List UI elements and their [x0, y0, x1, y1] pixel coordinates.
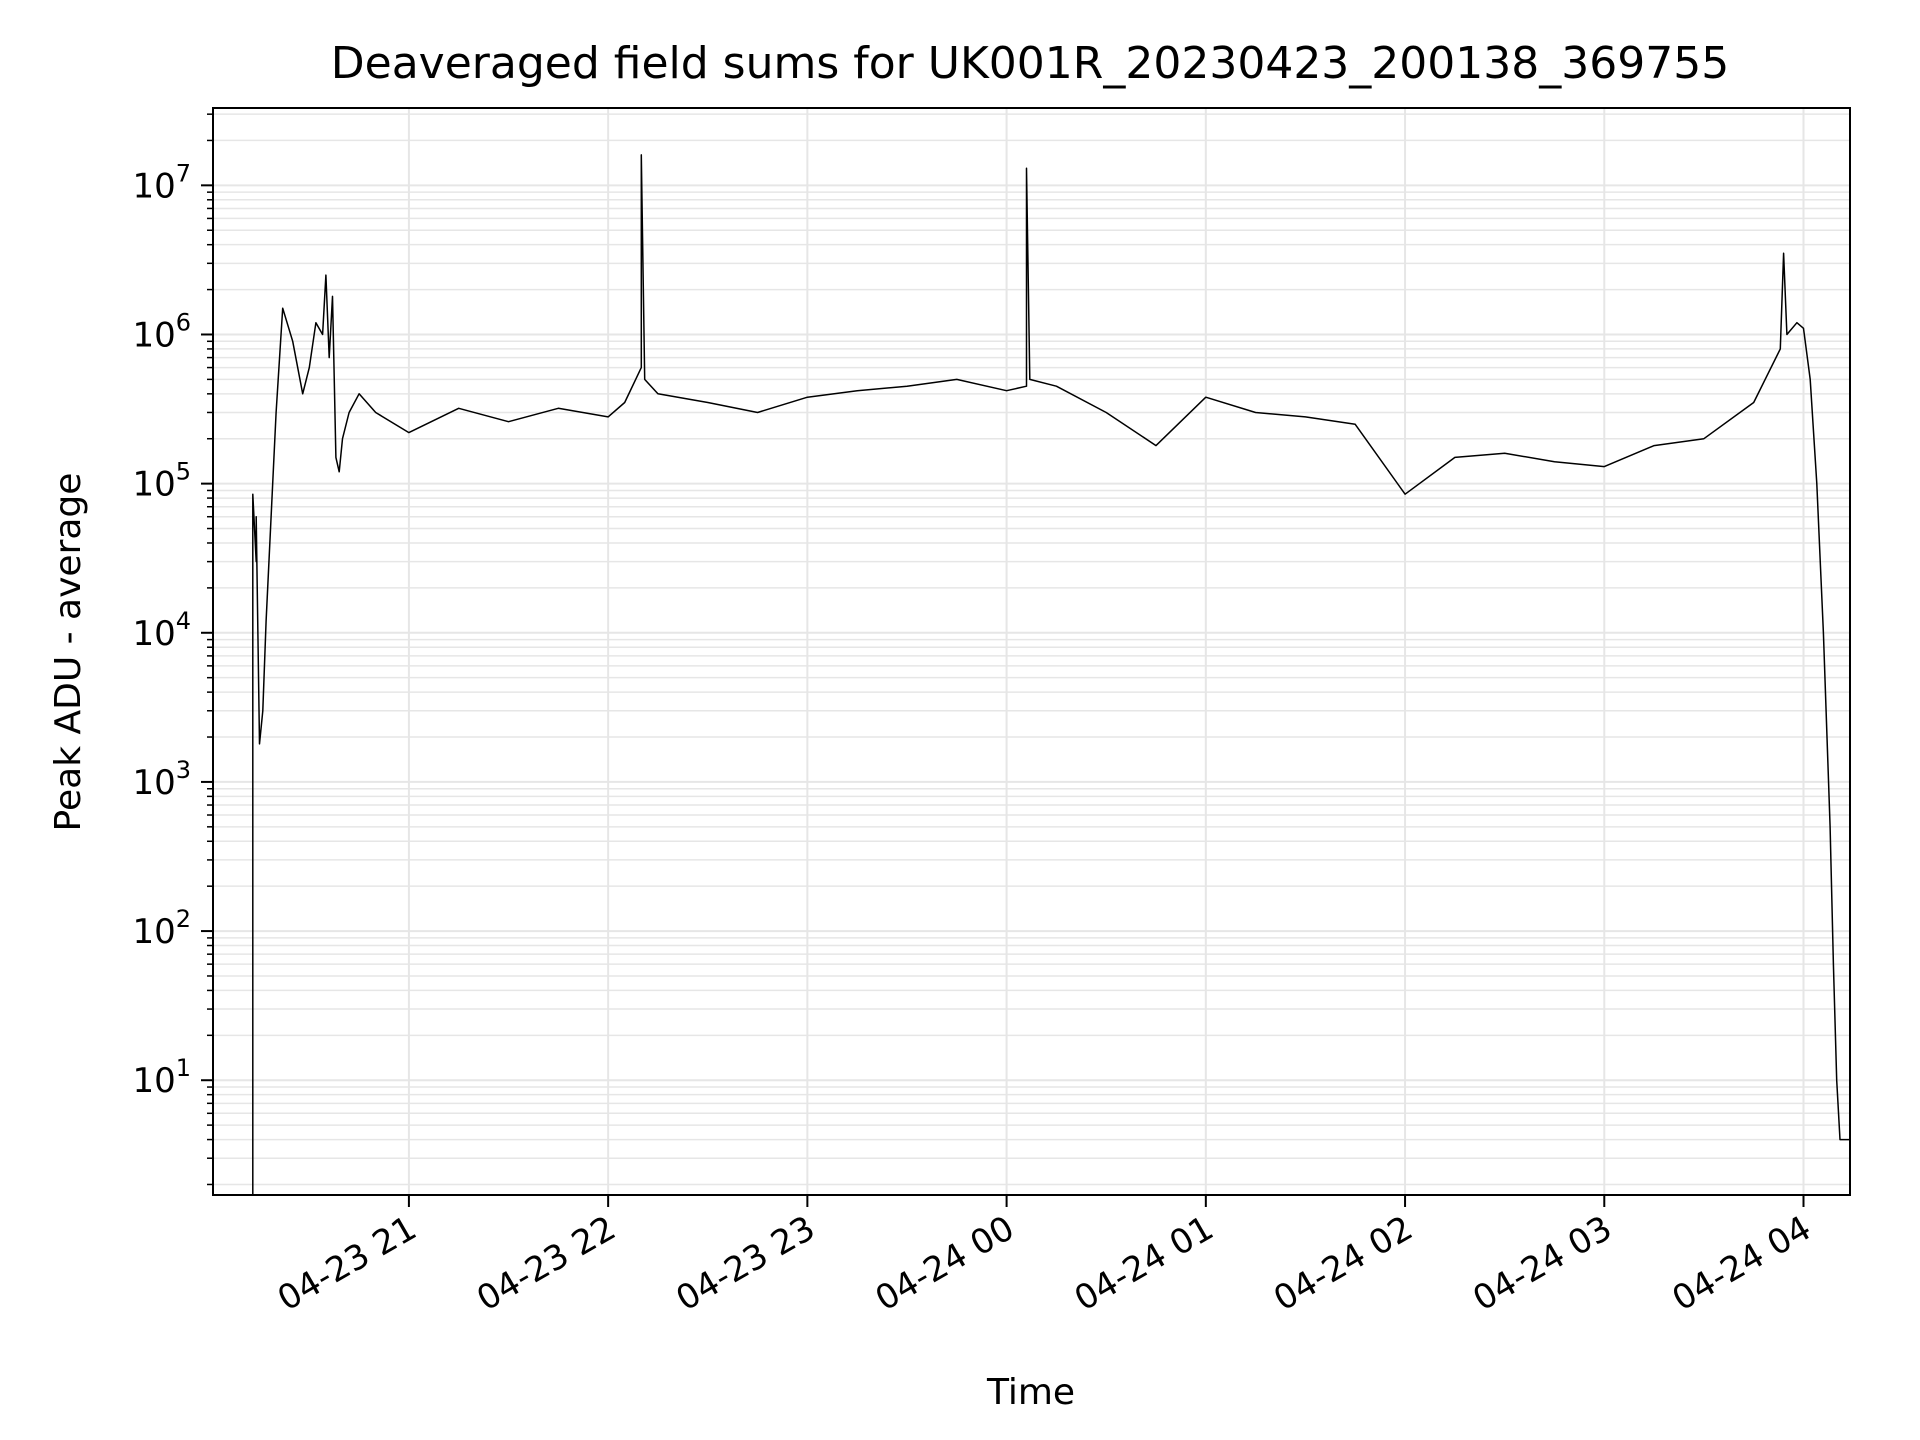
grid: [213, 108, 1850, 1195]
x-tick-label: 04-24 03: [1466, 1208, 1618, 1319]
y-tick-label: 103: [132, 756, 191, 803]
x-axis-label: Time: [986, 1372, 1075, 1413]
x-tick-label: 04-24 04: [1666, 1208, 1818, 1319]
y-tick-label: 106: [132, 308, 191, 355]
plot-frame: [212, 107, 1851, 1196]
x-tick-label: 04-24 01: [1068, 1208, 1220, 1319]
x-tick-label: 04-24 00: [869, 1208, 1021, 1319]
x-tick-label: 04-23 21: [271, 1208, 423, 1319]
y-axis-label: Peak ADU - average: [48, 473, 89, 832]
data-series: [252, 154, 1850, 1195]
y-tick-label: 104: [132, 607, 191, 654]
y-tick-label: 107: [132, 159, 191, 206]
y-axis: 101 102 103 104 105 106 107: [132, 113, 213, 1186]
x-tick-label: 04-24 02: [1267, 1208, 1419, 1319]
x-tick-label: 04-23 23: [669, 1208, 821, 1319]
x-tick-label: 04-23 22: [470, 1208, 622, 1319]
y-tick-label: 102: [132, 905, 191, 952]
chart-title: Deaveraged field sums for UK001R_2023042…: [331, 38, 1729, 89]
y-tick-label: 105: [132, 458, 191, 505]
x-axis: 04-23 21 04-23 22 04-23 23 04-24 00 04-24 01…: [271, 1195, 1818, 1319]
y-tick-label: 101: [132, 1054, 191, 1101]
series-line: [252, 154, 1850, 1195]
